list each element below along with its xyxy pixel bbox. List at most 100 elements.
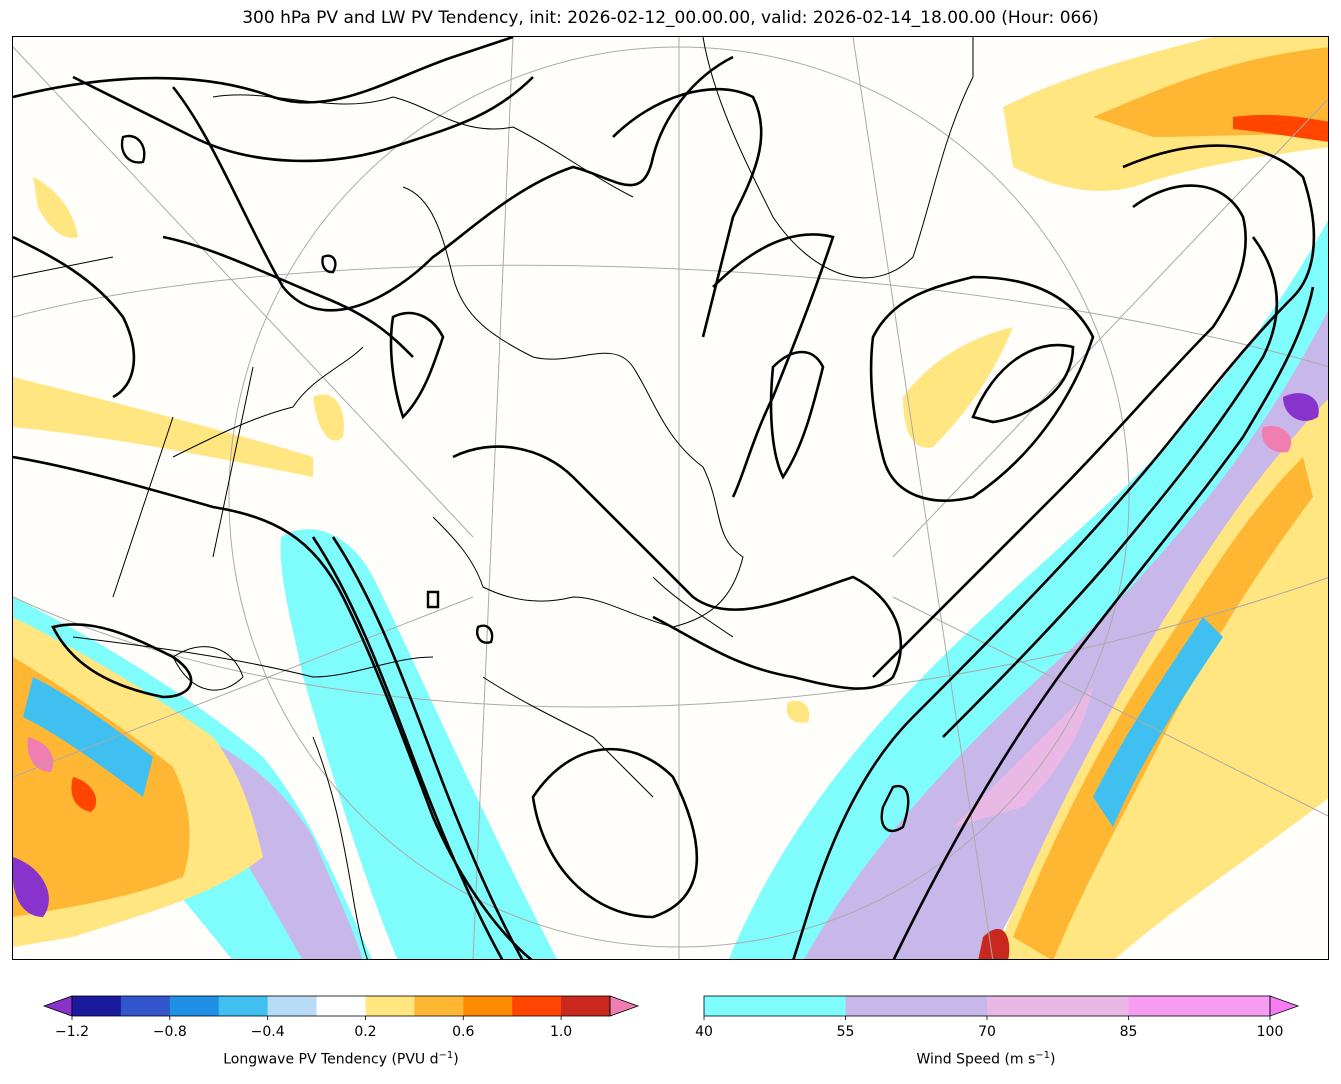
pv-tendency-colorbar-label: Longwave PV Tendency (PVU d−1) — [223, 1050, 459, 1068]
wind-colorbar-tick-label: 70 — [978, 1024, 996, 1040]
wind-colorbar-segment — [845, 996, 988, 1016]
wind-speed-colorbar-label: Wind Speed (m s−1) — [916, 1050, 1056, 1068]
pv-noise-east-pink — [1261, 426, 1292, 453]
pv-noise-sw-blue — [23, 677, 153, 797]
pv-tendency-colorbar-svg — [42, 995, 640, 1020]
pv-contour-east-loop — [971, 343, 1075, 424]
pv-contour-south-loop — [531, 747, 699, 919]
pv-contour-mid-atlantic-2 — [769, 350, 825, 480]
pv-patch-small-1 — [313, 394, 344, 441]
coast-labrador-quebec — [402, 186, 744, 628]
pv-colorbar-segment — [72, 996, 122, 1016]
pv-small-features — [120, 134, 910, 833]
latitude-arc-outer — [13, 264, 1328, 367]
pv-contour-west-trough-2 — [311, 536, 504, 959]
pv-contour-north — [13, 37, 514, 104]
wind-colorbar-tick-label: 85 — [1119, 1024, 1138, 1040]
wind-jet-east-pink — [953, 687, 1093, 827]
pv-colorbar-segment — [561, 996, 611, 1016]
pv-contour-east-jet-3 — [942, 236, 1279, 738]
wind-colorbar-over-triangle — [1269, 995, 1300, 1017]
wind-speed-colorbar — [703, 995, 1300, 1020]
pv-noise-east-red — [978, 929, 1010, 959]
wind-colorbar-tick-label: 55 — [836, 1024, 855, 1040]
pv-contour-east-jet-2 — [872, 184, 1247, 678]
pv-band-ne-red — [1233, 114, 1328, 142]
wind-colorbar-segment — [704, 996, 846, 1016]
great-lakes — [172, 646, 244, 691]
pv-colorbar-segment — [218, 996, 269, 1016]
pv-colorbar-segment — [120, 996, 171, 1016]
meridian-6 — [13, 596, 474, 778]
pv-contour-central-atlantic — [612, 87, 763, 338]
coast-greenland — [702, 37, 974, 279]
border-canada-us — [72, 636, 434, 678]
pv-colorbar-tick-label: −0.8 — [152, 1024, 187, 1040]
map-panel[interactable] — [12, 36, 1329, 960]
pv-contour-sw-blob — [51, 623, 193, 699]
coastlines — [13, 37, 974, 959]
meridian-5 — [892, 98, 1328, 558]
coast-arctic-islands — [212, 94, 634, 198]
pv-contour-quebec-loop — [389, 311, 445, 420]
pv-noise-sw-purple — [13, 857, 49, 917]
pv-feature-2 — [476, 624, 494, 644]
pv-colorbar-tick-label: 0.2 — [354, 1024, 377, 1040]
pv-contours — [13, 37, 1316, 959]
coast-newfoundland — [652, 576, 734, 638]
pv-contour-east-jet-1 — [792, 144, 1316, 959]
pv-colorbar-segment — [365, 996, 415, 1016]
pv-noise-east-blue — [1093, 617, 1223, 827]
wind-speed-colorbar-svg — [703, 995, 1300, 1020]
pv-contour-west-trough-3 — [331, 536, 524, 959]
wind-colorbar-tick-label: 100 — [1256, 1024, 1284, 1040]
wind-colorbar-segment — [987, 996, 1129, 1016]
meridian-4 — [13, 46, 474, 538]
pv-colorbar-segment — [512, 996, 562, 1016]
pv-contour-central-loop — [452, 445, 903, 690]
pv-feature-1 — [426, 590, 440, 609]
pv-colorbar-segment — [316, 996, 366, 1016]
pv-noise-east-purple — [1283, 393, 1319, 421]
pv-contour-mid-atlantic-1 — [712, 233, 835, 498]
pv-colorbar-segment — [267, 996, 318, 1016]
map-title: 300 hPa PV and LW PV Tendency, init: 202… — [242, 8, 1099, 28]
pv-colorbar-tick-label: 0.6 — [452, 1024, 475, 1040]
wind-jet-east-lavender — [804, 310, 1328, 959]
pv-contour-baffin-loop — [171, 55, 734, 312]
pv-band-ne-orange — [1093, 47, 1328, 137]
pv-patch-small-2 — [786, 700, 810, 723]
pv-noise-sw-red — [71, 777, 97, 812]
coast-us-east — [312, 736, 368, 959]
pv-contour-nw-1 — [13, 235, 136, 399]
pv-colorbar-segment — [463, 996, 513, 1016]
pv-feature-3 — [120, 134, 146, 164]
pv-feature-5 — [880, 784, 910, 833]
pv-colorbar-over-triangle — [609, 995, 640, 1017]
pv-contour-east-jet-4 — [892, 286, 1315, 959]
pv-feature-4 — [321, 254, 337, 274]
border-provinces — [13, 256, 254, 598]
pv-patch-north-atlantic — [903, 327, 1013, 448]
pv-colorbar-tick-label: −0.4 — [250, 1024, 285, 1040]
pv-colorbar-under-triangle — [42, 995, 73, 1017]
pv-contour-east-outer — [869, 275, 1095, 502]
wind-colorbar-tick-label: 40 — [695, 1024, 713, 1040]
pv-contour-arctic — [72, 75, 534, 163]
coast-hudson-bay — [172, 346, 364, 458]
wind-jet-west-cyan — [280, 529, 557, 959]
meridian-2 — [472, 37, 514, 959]
wind-colorbar-segment — [1128, 996, 1271, 1016]
pv-colorbar-segment — [414, 996, 464, 1016]
pv-band-west-yellow — [13, 377, 313, 477]
pv-colorbar-tick-label: −1.2 — [55, 1024, 89, 1040]
pv-contour-nw-2 — [162, 235, 414, 358]
pv-tendency-shading — [13, 37, 1328, 959]
meridian-7 — [892, 596, 1328, 817]
coast-maritimes — [482, 676, 654, 798]
pv-colorbar-tick-label: 1.0 — [549, 1024, 573, 1040]
pv-tendency-colorbar — [42, 995, 640, 1020]
pv-patch-small-3 — [33, 177, 78, 238]
wind-jet-east-cyan — [728, 220, 1328, 959]
pv-colorbar-frame — [71, 995, 611, 1017]
